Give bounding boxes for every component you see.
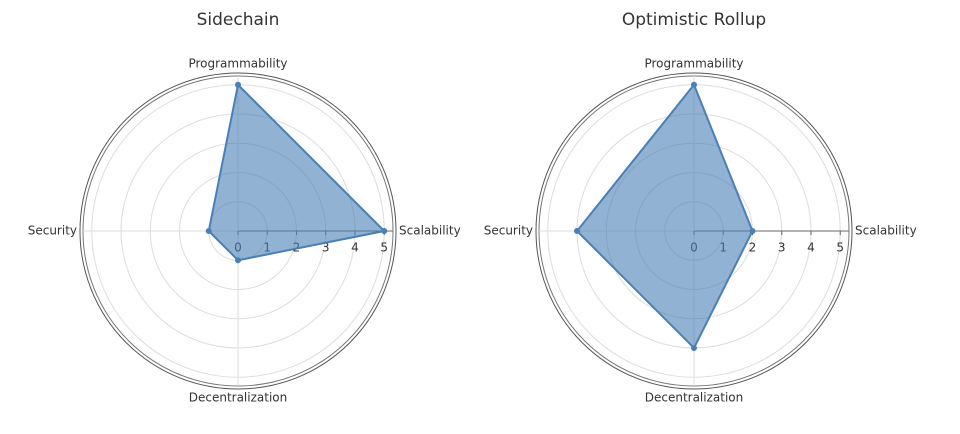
point: [749, 228, 756, 234]
category-label: Security: [484, 224, 533, 238]
category-label: Programmability: [188, 57, 287, 71]
chart-title: Sidechain: [197, 10, 280, 30]
point: [691, 344, 697, 351]
point: [381, 228, 388, 234]
r-tick-label: 5: [380, 241, 388, 255]
point: [205, 228, 212, 234]
point: [235, 81, 241, 88]
category-label: Programmability: [644, 57, 743, 71]
category-label: Scalability: [399, 224, 461, 238]
r-tick-label: 5: [836, 241, 844, 255]
category-label: Scalability: [855, 224, 917, 238]
chart-title: Optimistic Rollup: [622, 10, 766, 30]
point: [691, 81, 697, 88]
radar-area: [207, 82, 387, 262]
r-tick-label: 4: [351, 241, 359, 255]
outer-ring: [79, 72, 397, 390]
radar-area: [575, 82, 754, 350]
point: [235, 257, 241, 264]
r-tick-label: 2: [749, 241, 757, 255]
r-tick-label: 4: [807, 241, 815, 255]
category-label: Security: [28, 224, 77, 238]
category-label: Decentralization: [189, 391, 288, 405]
point: [574, 228, 581, 234]
r-tick-label: 3: [778, 241, 786, 255]
r-tick-label: 3: [322, 241, 330, 255]
category-label: Decentralization: [645, 391, 744, 405]
outer-ring: [535, 72, 853, 390]
